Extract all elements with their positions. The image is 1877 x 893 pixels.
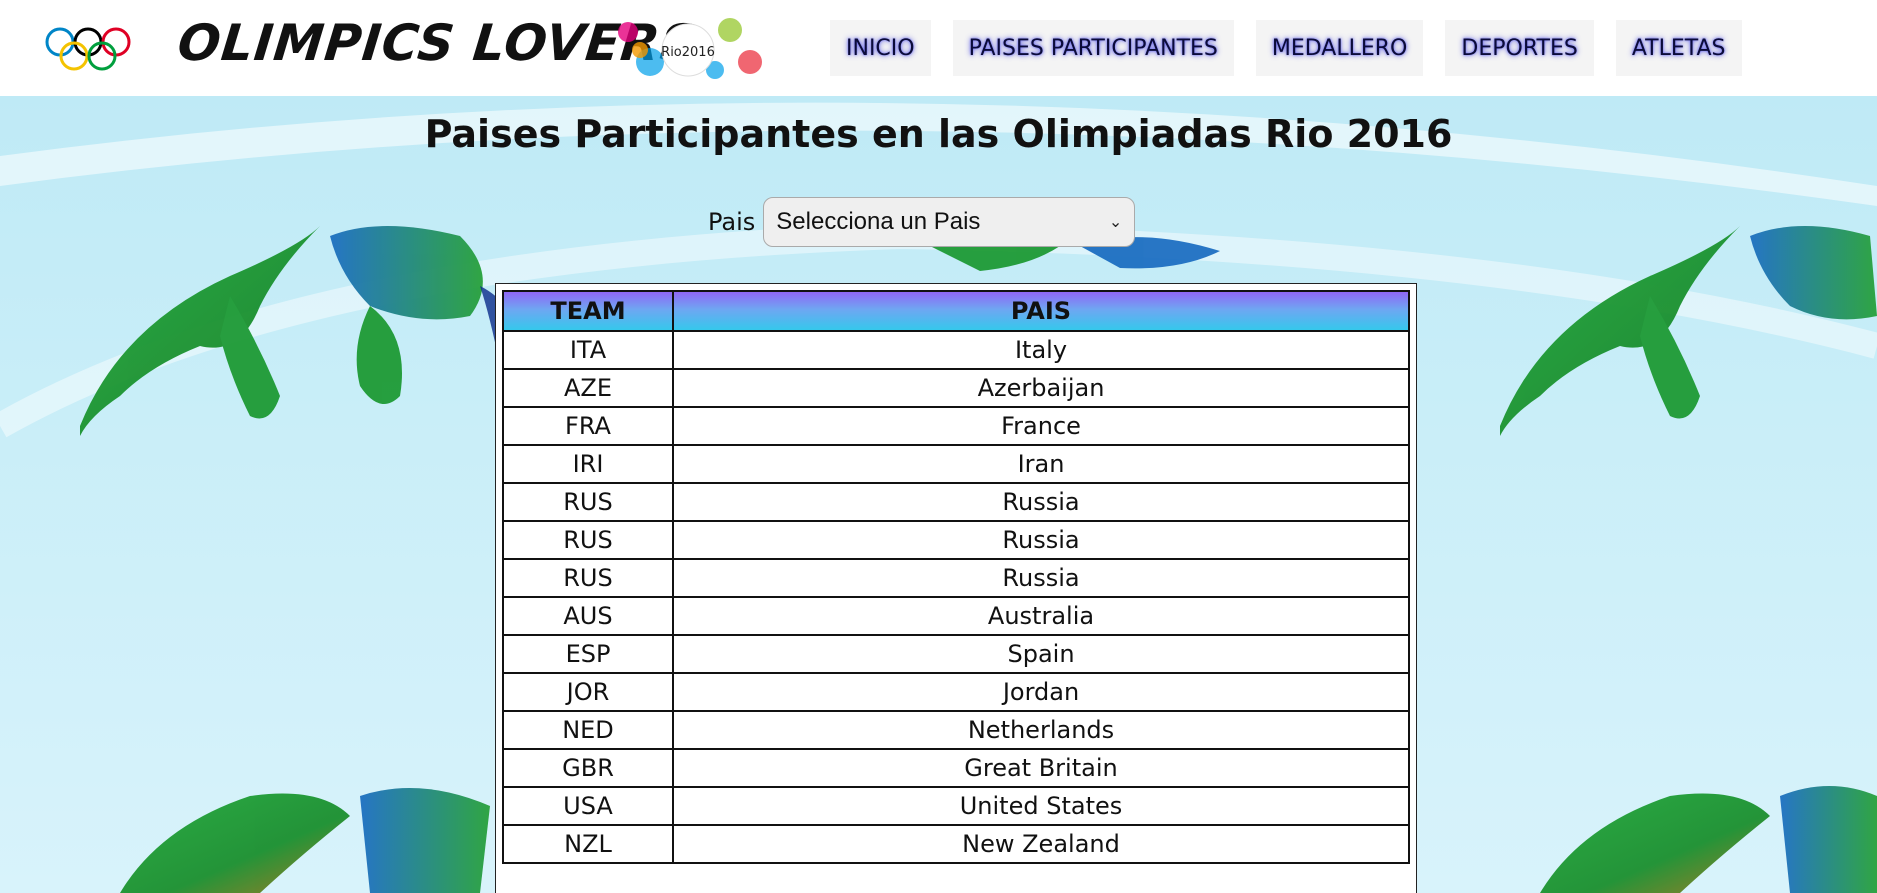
country-name: Azerbaijan [672, 368, 1410, 408]
table-row: USA United States [502, 786, 1410, 826]
svg-text:Rio2016: Rio2016 [661, 45, 715, 60]
main-nav: INICIO PAISES PARTICIPANTES MEDALLERO DE… [830, 20, 1742, 76]
country-name: Australia [672, 596, 1410, 636]
table-row: IRI Iran [502, 444, 1410, 484]
table-header-row: TEAM PAIS [502, 290, 1410, 332]
country-filter: Pais Selecciona un Pais ⌄ [708, 196, 1136, 248]
nav-atletas[interactable]: ATLETAS [1615, 20, 1742, 76]
table-row: ESP Spain [502, 634, 1410, 674]
main-content: Paises Participantes en las Olimpiadas R… [0, 96, 1877, 893]
countries-table-container: TEAM PAIS ITA Italy AZE Azerbaijan FRA Fran… [495, 283, 1417, 893]
country-name: United States [672, 786, 1410, 826]
country-name: Russia [672, 558, 1410, 598]
team-code: AUS [502, 596, 674, 636]
column-header-team: TEAM [502, 290, 674, 332]
world-map-background [0, 102, 1877, 893]
table-row: GBR Great Britain [502, 748, 1410, 788]
country-name: Russia [672, 520, 1410, 560]
table-row: JOR Jordan [502, 672, 1410, 712]
nav-deportes[interactable]: DEPORTES [1445, 20, 1594, 76]
team-code: RUS [502, 520, 674, 560]
team-code: NED [502, 710, 674, 750]
country-name: France [672, 406, 1410, 446]
country-name: Iran [672, 444, 1410, 484]
country-name: Jordan [672, 672, 1410, 712]
country-name: Great Britain [672, 748, 1410, 788]
table-row: RUS Russia [502, 558, 1410, 598]
site-header: OLIMPICS LOVERS Rio2016 INICIO PAISES PA… [0, 0, 1877, 96]
country-name: Russia [672, 482, 1410, 522]
team-code: ITA [502, 330, 674, 370]
table-row: AZE Azerbaijan [502, 368, 1410, 408]
table-row: ITA Italy [502, 330, 1410, 370]
table-row: NZL New Zealand [502, 824, 1410, 864]
team-code: RUS [502, 558, 674, 598]
table-row: NED Netherlands [502, 710, 1410, 750]
table-row: RUS Russia [502, 520, 1410, 560]
country-name: New Zealand [672, 824, 1410, 864]
page-title: Paises Participantes en las Olimpiadas R… [424, 112, 1453, 156]
team-code: USA [502, 786, 674, 826]
chevron-down-icon: ⌄ [1108, 214, 1123, 231]
team-code: RUS [502, 482, 674, 522]
team-code: IRI [502, 444, 674, 484]
rio-2016-logo: Rio2016 [618, 18, 762, 79]
nav-inicio[interactable]: INICIO [830, 20, 931, 76]
team-code: AZE [502, 368, 674, 408]
team-code: NZL [502, 824, 674, 864]
table-row: RUS Russia [502, 482, 1410, 522]
country-name: Netherlands [672, 710, 1410, 750]
table-row: AUS Australia [502, 596, 1410, 636]
country-select[interactable]: Selecciona un Pais ⌄ [763, 197, 1136, 247]
nav-paises-participantes[interactable]: PAISES PARTICIPANTES [952, 20, 1234, 76]
table-row: FRA France [502, 406, 1410, 446]
countries-table: TEAM PAIS ITA Italy AZE Azerbaijan FRA Fran… [502, 290, 1410, 864]
team-code: JOR [502, 672, 674, 712]
column-header-pais: PAIS [672, 290, 1410, 332]
team-code: ESP [502, 634, 674, 674]
olympic-rings-icon [45, 27, 131, 71]
country-name: Italy [672, 330, 1410, 370]
team-code: FRA [502, 406, 674, 446]
country-filter-label: Pais [708, 208, 756, 236]
team-code: GBR [502, 748, 674, 788]
country-name: Spain [672, 634, 1410, 674]
nav-medallero[interactable]: MEDALLERO [1255, 20, 1424, 76]
country-select-value: Selecciona un Pais [776, 208, 981, 235]
